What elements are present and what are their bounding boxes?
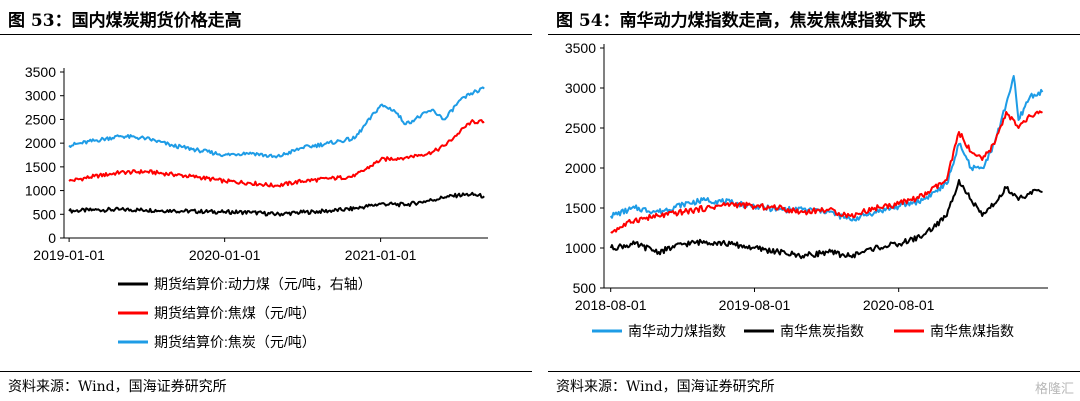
x-tick-label: 2020-08-01 [863,297,935,313]
y-tick-label: 1000 [25,183,56,199]
y-tick-label: 2500 [565,120,596,136]
y-tick-label: 500 [573,280,597,296]
title-rule [0,34,532,35]
legend-label: 南华焦煤指数 [930,323,1014,339]
y-tick-label: 1000 [565,240,596,256]
figure-54-panel: 图 54：南华动力煤指数走高，焦炭焦煤指数下跌 500 1000 1500 2000 2… [548,0,1080,401]
legend-label: 南华动力煤指数 [628,323,726,339]
y-tick-label: 2500 [25,111,56,127]
figure-53-chart: 0 500 1000 1500 2000 2500 3000 3500 2019-01-01 20… [25,64,488,350]
series-line-2 [609,179,1043,260]
y-tick-label: 500 [33,206,57,222]
x-tick-label: 2019-08-01 [719,297,791,313]
y-tick-label: 1500 [25,159,56,175]
x-tick-label: 2020-01-01 [189,247,261,263]
series-line-1 [609,75,1044,222]
x-tick-label: 2018-08-01 [575,297,647,313]
figure-53-title: 图 53：国内煤炭期货价格走高 [8,11,242,31]
series-line-3 [68,86,485,159]
figure-53-source: 资料来源：Wind，国海证券研究所 [8,379,227,395]
legend-label: 期货结算价:焦炭（元/吨） [154,334,316,350]
y-tick-label: 2000 [25,135,56,151]
watermark-logo: 格隆汇 [1034,382,1074,397]
legend-label: 期货结算价:动力煤（元/吨，右轴） [154,276,372,292]
y-tick-label: 2000 [565,160,596,176]
figure-54-title: 图 54：南华动力煤指数走高，焦炭焦煤指数下跌 [556,11,926,31]
y-tick-label: 3500 [565,40,596,56]
figure-54-chart: 500 1000 1500 2000 2500 3000 3500 2018-08-01 201… [565,40,1048,339]
y-tick-label: 0 [48,230,56,246]
legend-label: 南华焦炭指数 [780,323,864,339]
figure-54-source: 资料来源：Wind，国海证券研究所 [556,379,775,395]
series-line-2 [68,119,485,188]
x-tick-label: 2019-01-01 [33,247,105,263]
series-line-3 [610,110,1043,234]
y-tick-label: 3500 [25,64,56,80]
y-tick-label: 3000 [565,80,596,96]
title-rule [548,34,1080,35]
series-line-1 [68,191,485,217]
legend-label: 期货结算价:焦煤（元/吨） [154,305,316,321]
y-tick-label: 3000 [25,88,56,104]
figure-53-panel: 图 53：国内煤炭期货价格走高 0 500 1000 1500 2000 2500 3000… [0,0,532,401]
source-rule [0,371,532,372]
x-tick-label: 2021-01-01 [345,247,417,263]
y-tick-label: 1500 [565,200,596,216]
source-rule [548,371,1080,372]
